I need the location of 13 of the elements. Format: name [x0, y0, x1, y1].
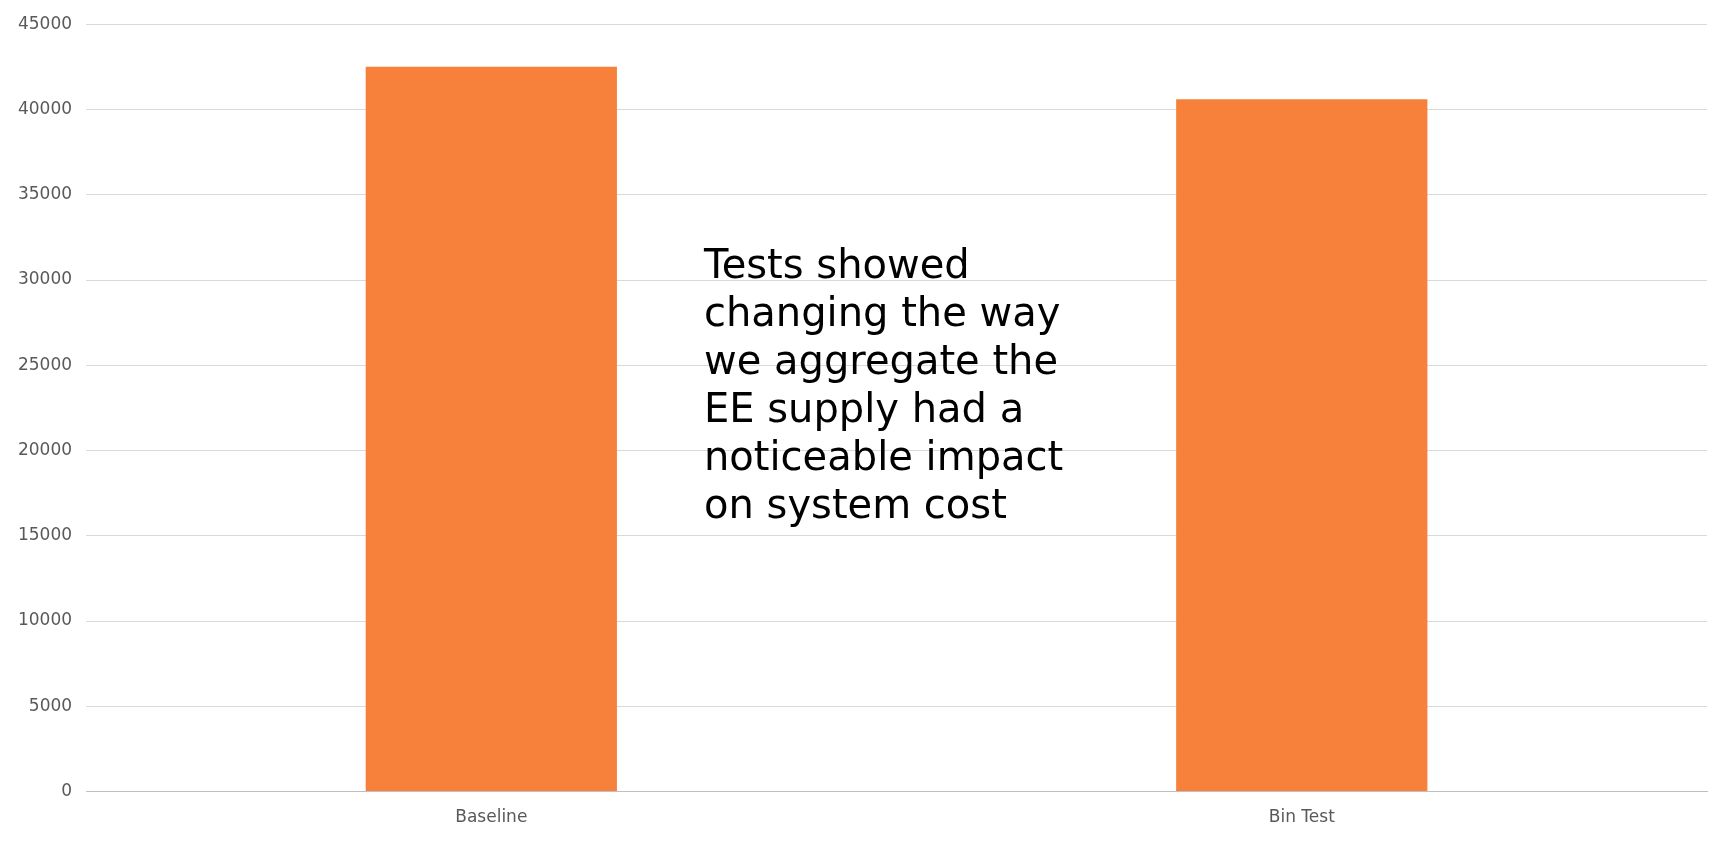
- y-tick-label: 5000: [28, 694, 73, 715]
- y-tick-label: 30000: [17, 268, 73, 289]
- x-tick-label: Bin Test: [1268, 806, 1336, 827]
- y-tick-label: 25000: [17, 353, 73, 374]
- y-tick-label: 45000: [17, 12, 73, 33]
- y-tick-label: 35000: [17, 183, 73, 204]
- y-tick-label: 10000: [17, 609, 73, 630]
- y-tick-label: 20000: [17, 438, 73, 459]
- annotation: Tests showed changing the way we aggregate the EE supply had a noticeable impact on system cost: [704, 240, 1065, 528]
- y-tick-label: 40000: [17, 97, 73, 118]
- x-tick-label: Baseline: [455, 806, 528, 827]
- y-tick-label: 0: [61, 780, 73, 801]
- y-tick-label: 15000: [17, 524, 73, 545]
